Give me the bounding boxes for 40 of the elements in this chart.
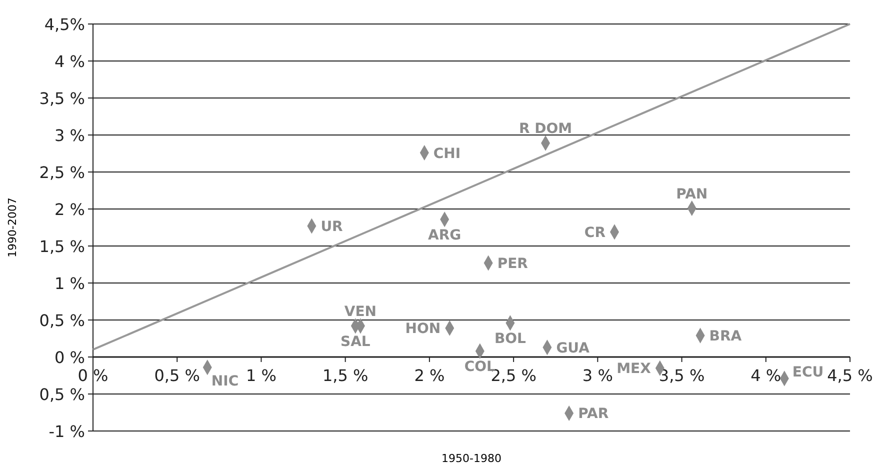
x-tick-label: 2 %	[414, 366, 445, 385]
series-label: PAN	[676, 186, 708, 202]
series-label: BOL	[494, 330, 526, 347]
y-tick-label: 3 %	[54, 126, 85, 145]
series-label: NIC	[211, 373, 239, 390]
series-label: PER	[497, 256, 528, 272]
series-label: HON	[405, 321, 441, 338]
y-tick-label: 2,5 %	[39, 163, 85, 182]
series-label: GUA	[556, 340, 590, 356]
y-tick-label: -1 %	[48, 422, 85, 441]
y-tick-label: 1,5 %	[39, 237, 85, 256]
y-tick-label: 3,5 %	[39, 89, 85, 108]
x-axis-title: 1950-1980	[442, 452, 502, 465]
x-tick-label: 4 %	[750, 366, 782, 385]
x-tick-label: 1,5 %	[322, 366, 368, 385]
series-label: BRA	[709, 328, 742, 345]
y-tick-label: 1 %	[54, 274, 85, 293]
series-label: CR	[584, 224, 606, 241]
series-label: ECU	[792, 364, 824, 380]
series-label: MEX	[616, 361, 652, 378]
series-label: UR	[320, 219, 344, 236]
y-tick-label: 0,5 %	[39, 385, 85, 404]
y-tick-label: 0,5 %	[39, 311, 85, 330]
series-label: COL	[464, 359, 496, 376]
x-tick-label: 0,5 %	[154, 366, 200, 385]
series-label: VEN	[344, 304, 377, 320]
y-tick-label: 0 %	[54, 348, 85, 367]
series-label: CHI	[433, 146, 461, 162]
series-label: R DOM	[518, 121, 572, 138]
x-tick-label: 1 %	[246, 366, 276, 385]
series-label: PAR	[578, 406, 609, 422]
x-tick-label: 4,5 %	[827, 366, 873, 385]
y-tick-label: 2 %	[54, 200, 85, 219]
y-tick-label: 4,5%	[44, 15, 85, 34]
series-label: ARG	[428, 227, 462, 244]
y-axis-title: 1990-2007	[6, 198, 19, 258]
x-tick-label: 3 %	[582, 366, 613, 385]
series-label: SAL	[340, 334, 370, 350]
x-tick-label: 0 %	[78, 366, 108, 385]
y-tick-label: 4 %	[54, 52, 85, 71]
